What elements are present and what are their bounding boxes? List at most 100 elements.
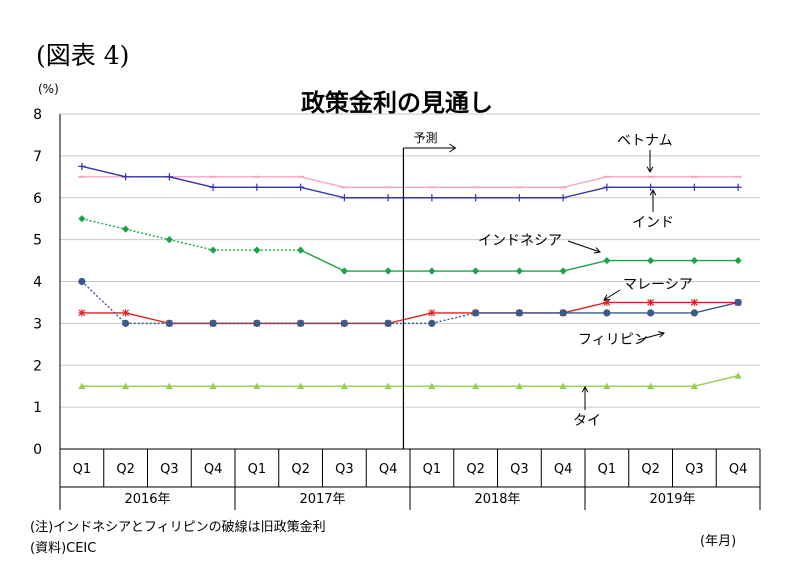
series-line-segment bbox=[81, 280, 127, 324]
data-point bbox=[647, 256, 655, 265]
forecast-arrowhead bbox=[449, 143, 457, 153]
data-point bbox=[122, 382, 130, 390]
data-point bbox=[297, 319, 305, 327]
x-tick-label: Q3 bbox=[510, 462, 529, 477]
x-tick-label: Q2 bbox=[466, 462, 485, 477]
data-point bbox=[340, 194, 348, 202]
series-line-segment bbox=[562, 176, 608, 188]
x-tick-label: Q1 bbox=[598, 462, 617, 477]
series-line-segment bbox=[562, 186, 608, 199]
data-point bbox=[253, 183, 261, 191]
year-label: 2017年 bbox=[299, 492, 345, 507]
x-axis-unit: (年月) bbox=[700, 534, 737, 549]
series-line-segment bbox=[300, 186, 345, 199]
y-tick-label: 0 bbox=[33, 442, 42, 458]
series-4 bbox=[78, 277, 742, 327]
data-point bbox=[165, 173, 173, 181]
series-line-segment bbox=[431, 312, 476, 325]
data-point bbox=[253, 382, 261, 390]
data-point bbox=[122, 225, 130, 233]
data-point bbox=[603, 298, 611, 307]
series-line-segment bbox=[300, 176, 345, 188]
series-line-segment bbox=[562, 301, 608, 314]
annotation-arrow bbox=[567, 240, 601, 253]
data-point bbox=[734, 372, 742, 379]
x-tick-label: Q4 bbox=[379, 462, 398, 477]
data-point bbox=[78, 215, 86, 223]
note-dashed-lines: (注)インドネシアとフィリピンの破線は旧政策金利 bbox=[30, 520, 326, 535]
data-point bbox=[690, 298, 698, 307]
year-label: 2019年 bbox=[649, 492, 695, 507]
data-point bbox=[428, 319, 436, 327]
x-tick-label: Q2 bbox=[641, 462, 660, 477]
data-point bbox=[515, 194, 523, 202]
data-point bbox=[78, 309, 86, 317]
data-point bbox=[340, 319, 348, 327]
data-point bbox=[253, 319, 261, 327]
data-point bbox=[647, 309, 655, 317]
annotation-arrowhead bbox=[649, 188, 657, 196]
data-point bbox=[428, 309, 436, 317]
annotation-arrowhead bbox=[658, 331, 666, 338]
x-tick-label: Q2 bbox=[116, 462, 135, 477]
data-point bbox=[472, 309, 480, 317]
data-point bbox=[734, 256, 742, 265]
series-annotation: フィリピン bbox=[578, 332, 648, 348]
data-point bbox=[209, 246, 217, 254]
x-tick-label: Q3 bbox=[335, 462, 354, 477]
annotation-arrowhead bbox=[646, 166, 654, 174]
y-axis-label: (%) bbox=[38, 82, 59, 96]
y-tick-label: 3 bbox=[33, 316, 42, 332]
annotation-arrowhead bbox=[581, 385, 589, 393]
series-0 bbox=[78, 175, 742, 189]
y-tick-label: 8 bbox=[33, 107, 42, 123]
data-point bbox=[340, 267, 348, 275]
year-label: 2016年 bbox=[124, 492, 170, 507]
x-tick-label: Q1 bbox=[248, 462, 267, 477]
data-point bbox=[297, 246, 305, 254]
data-point bbox=[515, 382, 523, 390]
data-point bbox=[297, 183, 305, 191]
axes: 0 1 2 3 4 5 6 7 8 Q1 Q2 Q3 Q4 Q1 Q2 Q3 Q4 Q1 Q2 Q3 Q4 Q1 Q2 Q3 Q… bbox=[33, 107, 761, 510]
data-point bbox=[209, 382, 217, 390]
x-tick-label: Q3 bbox=[685, 462, 704, 477]
annotation-arrow bbox=[637, 332, 665, 341]
series-1 bbox=[78, 162, 742, 202]
data-point bbox=[603, 382, 611, 390]
data-point bbox=[384, 319, 392, 327]
y-tick-label: 2 bbox=[33, 358, 42, 374]
data-point bbox=[122, 173, 130, 181]
series-line-segment bbox=[169, 238, 214, 251]
series-line-segment bbox=[81, 218, 126, 230]
y-tick-label: 5 bbox=[33, 233, 42, 249]
x-tick-label: Q4 bbox=[554, 462, 573, 477]
series-line-segment bbox=[694, 301, 739, 314]
data-point bbox=[647, 382, 655, 390]
note-source: (資料)CEIC bbox=[30, 541, 97, 556]
data-point bbox=[428, 267, 436, 275]
series-line-segment bbox=[125, 228, 170, 241]
series-5 bbox=[78, 372, 742, 390]
x-tick-label: Q1 bbox=[73, 462, 92, 477]
data-point bbox=[603, 309, 611, 317]
series-line-segment bbox=[81, 165, 126, 178]
series-annotation: ベトナム bbox=[617, 133, 673, 149]
data-point bbox=[472, 194, 480, 202]
x-tick-label: Q2 bbox=[291, 462, 310, 477]
data-point bbox=[78, 277, 86, 286]
series-annotation: インドネシア bbox=[478, 233, 562, 249]
data-point bbox=[734, 183, 742, 191]
data-point bbox=[78, 382, 86, 390]
data-point bbox=[122, 309, 130, 317]
data-point bbox=[603, 256, 611, 265]
data-point bbox=[472, 267, 480, 275]
data-point bbox=[690, 382, 698, 390]
data-point bbox=[559, 267, 567, 275]
annotation-arrow bbox=[603, 289, 621, 301]
forecast-label: 予測 bbox=[413, 131, 437, 145]
series-line-segment bbox=[125, 312, 170, 325]
series-annotation: タイ bbox=[573, 413, 601, 429]
data-point bbox=[209, 319, 217, 327]
series-annotation: マレーシア bbox=[623, 277, 693, 293]
